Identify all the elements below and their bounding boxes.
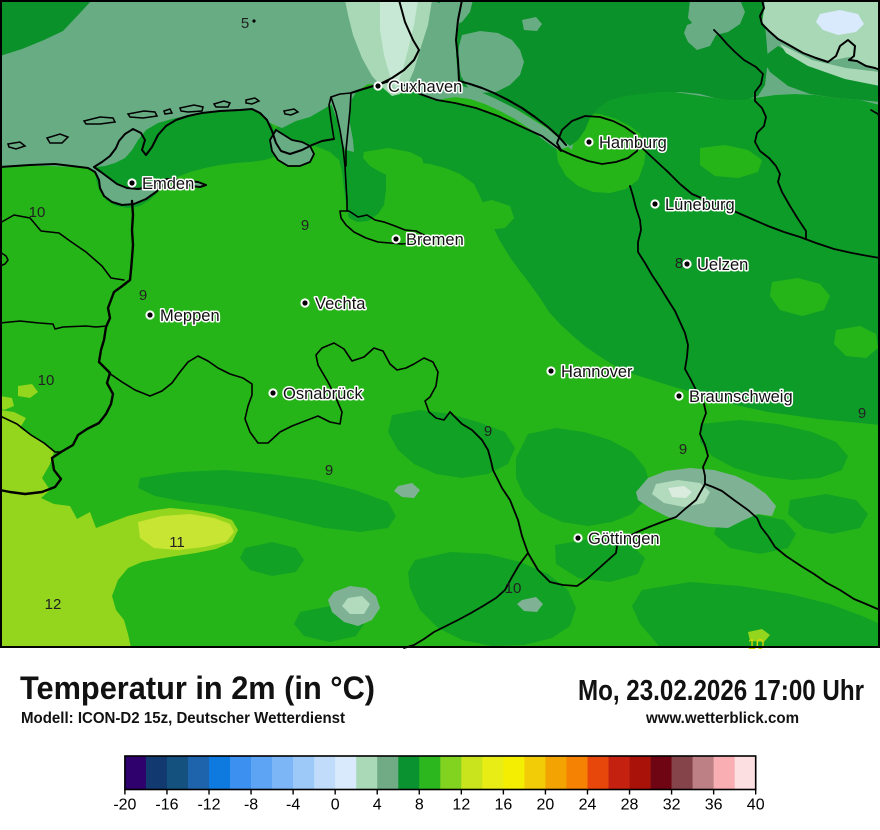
svg-text:10: 10: [38, 372, 55, 389]
svg-text:Osnabrück: Osnabrück: [283, 385, 364, 403]
svg-text:Temperatur in 2m (in °C): Temperatur in 2m (in °C): [20, 670, 375, 706]
svg-text:Lüneburg: Lüneburg: [665, 196, 735, 214]
svg-text:Vechta: Vechta: [315, 295, 366, 313]
svg-text:Uelzen: Uelzen: [697, 256, 748, 274]
svg-text:32: 32: [663, 797, 681, 814]
svg-text:www.wetterblick.com: www.wetterblick.com: [645, 710, 799, 727]
svg-text:24: 24: [579, 797, 597, 814]
svg-text:-8: -8: [244, 797, 258, 814]
svg-text:8: 8: [675, 255, 683, 272]
svg-text:4: 4: [373, 797, 382, 814]
svg-text:9: 9: [679, 441, 687, 458]
svg-text:40: 40: [747, 797, 765, 814]
svg-text:9: 9: [139, 287, 147, 304]
svg-text:-4: -4: [286, 797, 300, 814]
svg-text:Hannover: Hannover: [561, 363, 633, 381]
svg-text:Meppen: Meppen: [160, 307, 220, 325]
svg-text:-20: -20: [113, 797, 136, 814]
svg-text:Göttingen: Göttingen: [588, 530, 660, 548]
svg-text:28: 28: [621, 797, 639, 814]
svg-text:0: 0: [331, 797, 340, 814]
svg-text:9: 9: [484, 423, 492, 440]
svg-text:20: 20: [537, 797, 555, 814]
svg-text:11: 11: [169, 534, 185, 551]
svg-text:Mo, 23.02.2026 17:00 Uhr: Mo, 23.02.2026 17:00 Uhr: [578, 675, 864, 707]
svg-text:Modell: ICON-D2 15z, Deutscher: Modell: ICON-D2 15z, Deutscher Wetterdie…: [21, 710, 346, 727]
svg-text:9: 9: [858, 405, 866, 422]
svg-text:12: 12: [452, 797, 470, 814]
svg-text:5: 5: [241, 15, 249, 32]
svg-text:Braunschweig: Braunschweig: [689, 388, 793, 406]
svg-text:Emden: Emden: [142, 175, 194, 193]
svg-text:-12: -12: [197, 797, 220, 814]
svg-text:10: 10: [505, 580, 522, 597]
svg-text:9: 9: [325, 462, 333, 479]
svg-text:16: 16: [494, 797, 512, 814]
svg-text:9: 9: [301, 217, 309, 234]
svg-text:12: 12: [45, 596, 62, 613]
svg-text:10: 10: [29, 204, 46, 221]
svg-text:10: 10: [748, 636, 765, 653]
svg-text:Cuxhaven: Cuxhaven: [388, 78, 462, 96]
svg-text:8: 8: [415, 797, 424, 814]
svg-text:36: 36: [705, 797, 723, 814]
svg-text:Hamburg: Hamburg: [599, 134, 667, 152]
svg-text:Bremen: Bremen: [406, 231, 464, 249]
svg-text:-16: -16: [155, 797, 178, 814]
